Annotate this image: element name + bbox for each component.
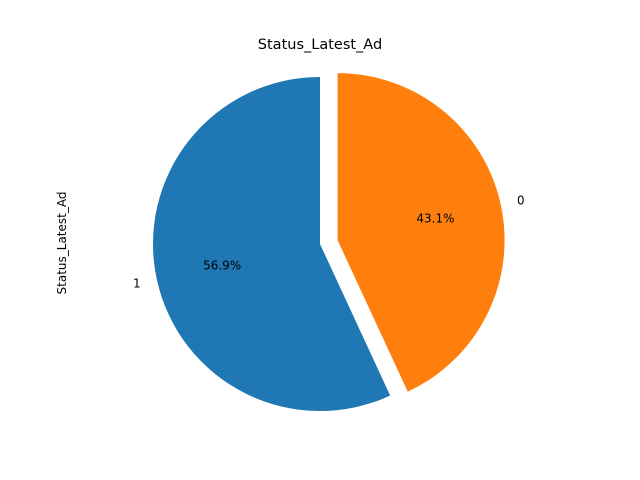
pie-labels: 1 56.9% 0 43.1% xyxy=(133,194,525,291)
pie-slices xyxy=(153,73,505,411)
pie-slice-1 xyxy=(153,77,391,411)
pie-slice-0 xyxy=(337,73,505,392)
chart-title: Status_Latest_Ad xyxy=(258,37,382,53)
slice-percent-0: 43.1% xyxy=(416,212,454,226)
slice-percent-1: 56.9% xyxy=(203,259,241,273)
slice-label-0: 0 xyxy=(517,194,525,208)
slice-label-1: 1 xyxy=(133,277,141,291)
y-axis-label: Status_Latest_Ad xyxy=(55,192,69,295)
